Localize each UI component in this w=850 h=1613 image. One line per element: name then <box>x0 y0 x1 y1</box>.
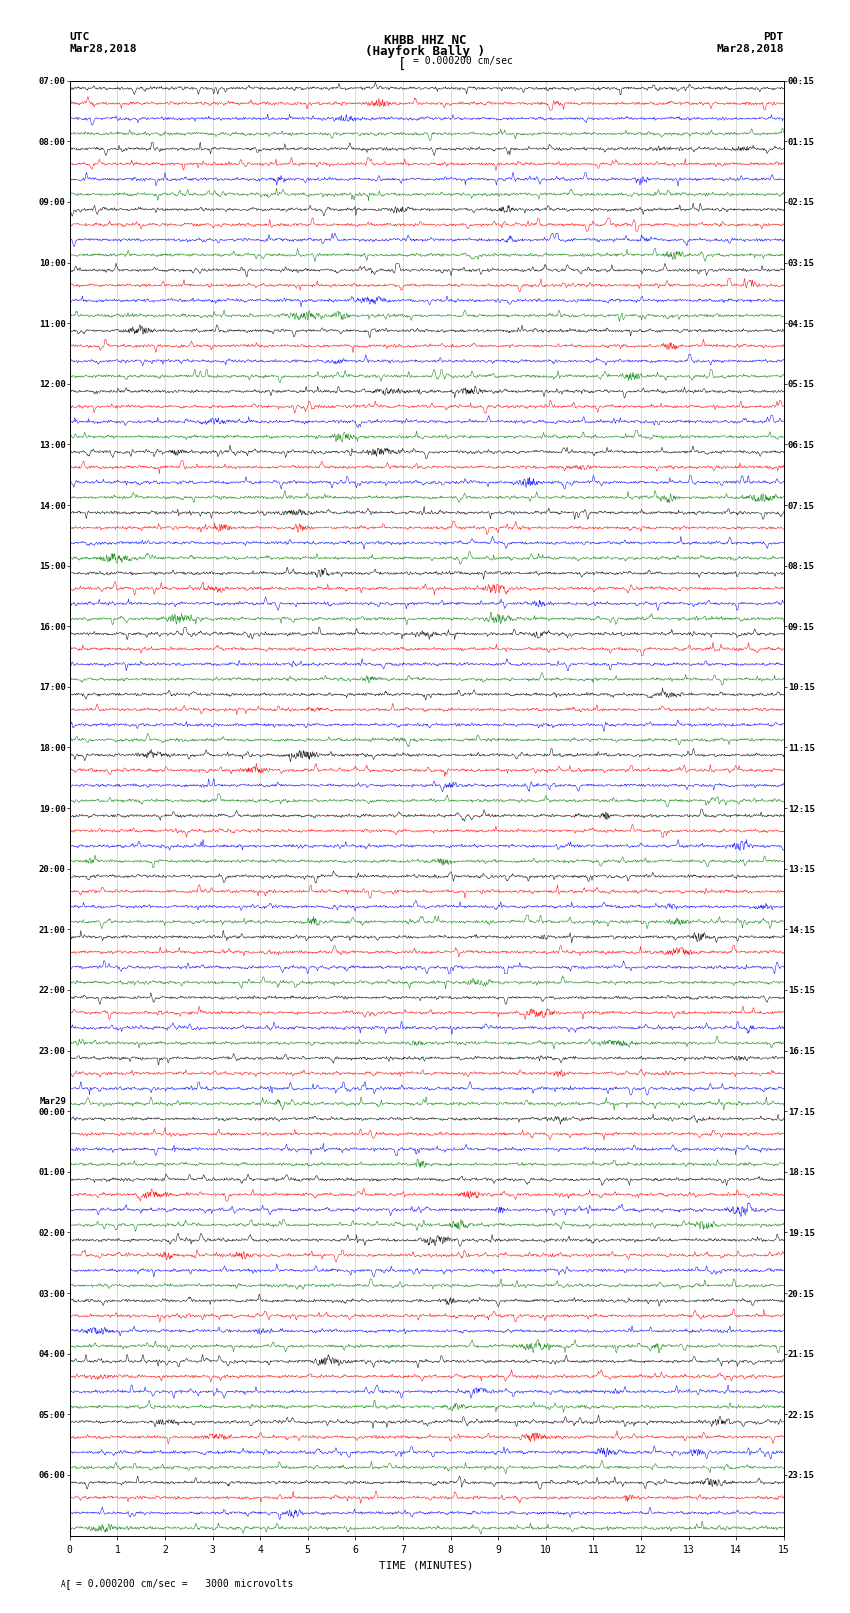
Text: UTC: UTC <box>70 32 90 42</box>
Text: (Hayfork Bally ): (Hayfork Bally ) <box>365 45 485 58</box>
Text: = 0.000200 cm/sec =   3000 microvolts: = 0.000200 cm/sec = 3000 microvolts <box>76 1579 294 1589</box>
Text: = 0.000200 cm/sec: = 0.000200 cm/sec <box>413 56 513 66</box>
Text: PDT: PDT <box>763 32 784 42</box>
Text: Mar29: Mar29 <box>39 1097 66 1107</box>
Text: [: [ <box>65 1579 71 1589</box>
Text: A: A <box>61 1579 65 1589</box>
Text: KHBB HHZ NC: KHBB HHZ NC <box>383 34 467 47</box>
Text: [: [ <box>398 56 406 71</box>
Text: Mar28,2018: Mar28,2018 <box>717 44 784 53</box>
X-axis label: TIME (MINUTES): TIME (MINUTES) <box>379 1560 474 1569</box>
Text: Mar28,2018: Mar28,2018 <box>70 44 137 53</box>
